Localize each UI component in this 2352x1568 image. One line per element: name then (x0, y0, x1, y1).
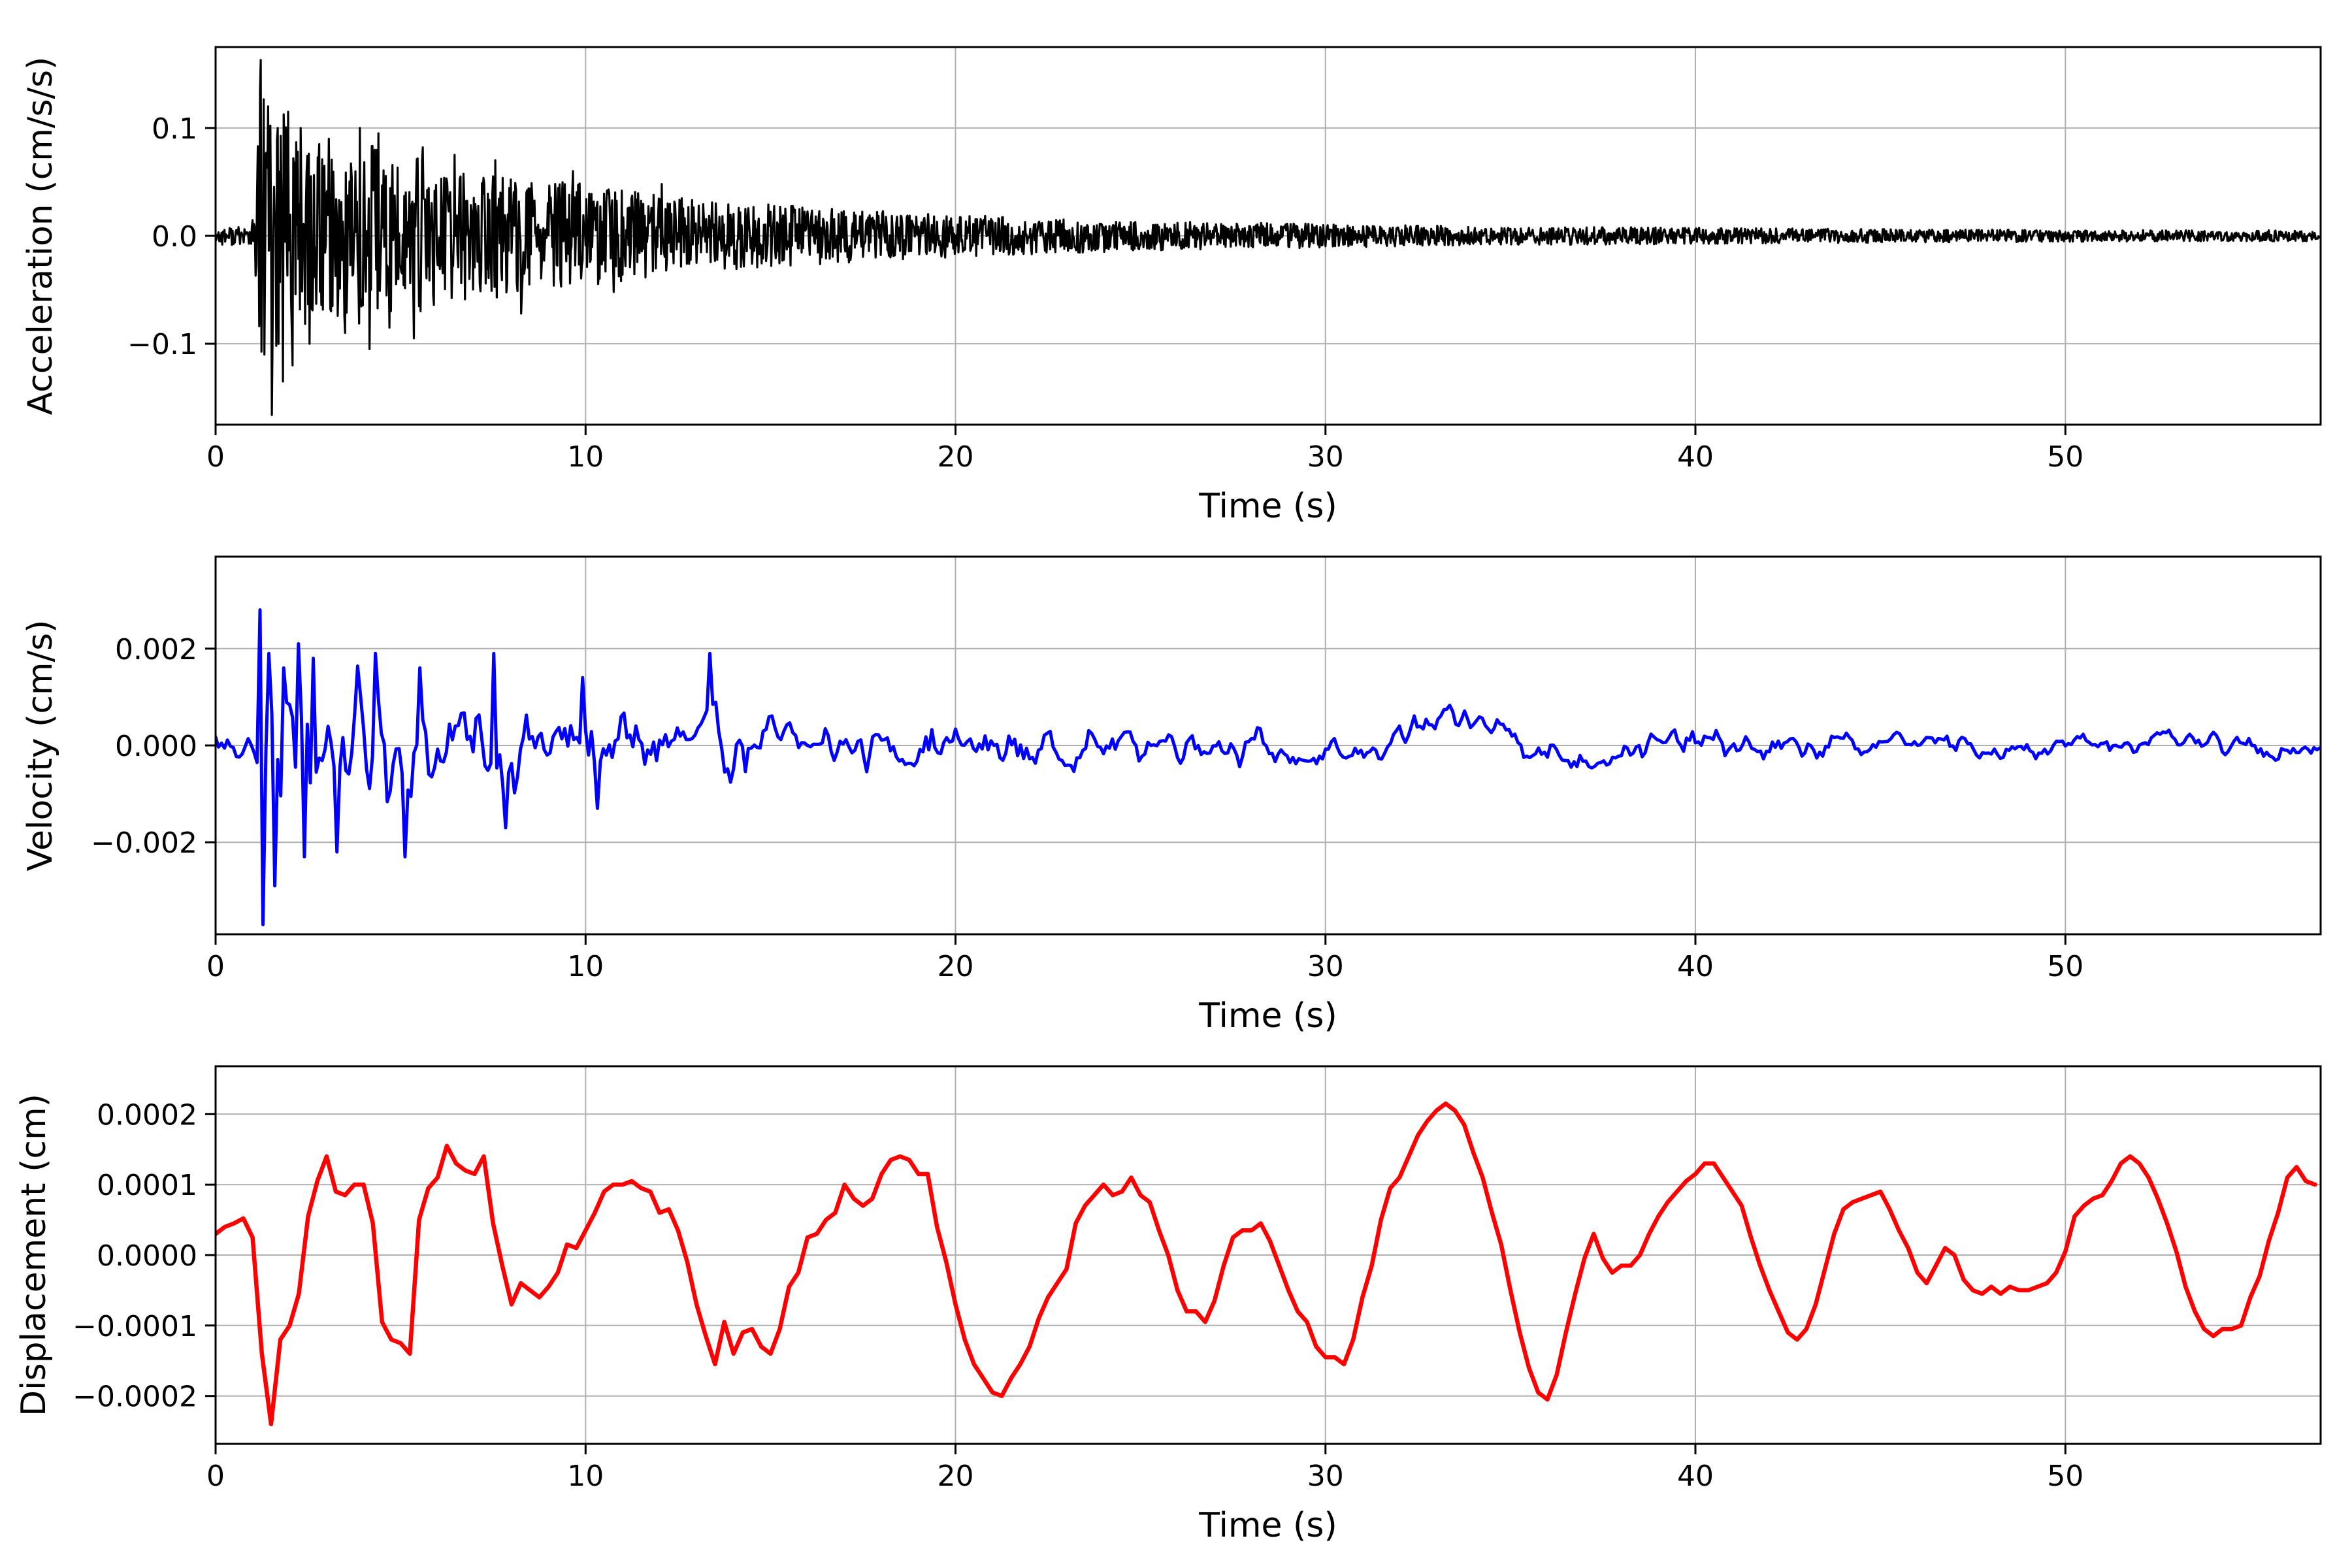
velocity-ylabel: Velocity (cm/s) (21, 619, 60, 872)
displacement-trace (216, 1101, 2317, 1427)
velocity-xtick-label: 10 (567, 950, 604, 983)
velocity-xtick-label: 50 (2047, 950, 2083, 983)
velocity-ytick-label: −0.002 (91, 826, 197, 860)
velocity-ytick-label: 0.000 (115, 730, 197, 763)
velocity-panel: 0 10 20 30 40 50 −0.002 0.000 0.002 (91, 555, 2322, 983)
acceleration-xtick-label: 0 (206, 440, 225, 474)
displacement-xtick-label: 20 (938, 1460, 974, 1493)
displacement-xlabel: Time (s) (1199, 1506, 1337, 1545)
acceleration-ytick-label: −0.1 (127, 328, 197, 361)
displacement-ytick-label: 0.0001 (97, 1169, 197, 1202)
displacement-ylabel: Displacement (cm) (14, 1094, 54, 1416)
acceleration-xtick-label: 30 (1307, 440, 1344, 474)
displacement-xtick-label: 40 (1677, 1460, 1714, 1493)
velocity-xlabel: Time (s) (1199, 996, 1337, 1036)
acceleration-xlabel: Time (s) (1199, 487, 1337, 526)
acceleration-xtick-label: 20 (938, 440, 974, 474)
displacement-xtick-label: 0 (206, 1460, 225, 1493)
velocity-xtick-label: 40 (1677, 950, 1714, 983)
acceleration-panel: 0 10 20 30 40 50 −0.1 0.0 0.1 (127, 46, 2322, 474)
acceleration-xtick-label: 50 (2047, 440, 2083, 474)
displacement-xtick-label: 50 (2047, 1460, 2083, 1493)
acceleration-trace (216, 59, 2321, 416)
acceleration-xtick-label: 10 (567, 440, 604, 474)
acceleration-ytick-label: 0.0 (152, 220, 197, 253)
displacement-ytick-label: 0.0000 (97, 1239, 197, 1273)
displacement-panel: 0 10 20 30 40 50 −0.0002 −0.0001 0.0000 0.0001 0.0… (73, 1065, 2322, 1493)
acceleration-ylabel: Acceleration (cm/s/s) (21, 56, 60, 416)
acceleration-ytick-label: 0.1 (152, 112, 197, 146)
displacement-ytick-label: 0.0002 (97, 1098, 197, 1132)
displacement-xtick-label: 30 (1307, 1460, 1344, 1493)
acceleration-xtick-label: 40 (1677, 440, 1714, 474)
displacement-ytick-label: −0.0002 (73, 1380, 197, 1414)
velocity-trace (216, 608, 2321, 926)
velocity-xtick-label: 20 (938, 950, 974, 983)
velocity-ytick-label: 0.002 (115, 633, 197, 666)
displacement-ytick-label: −0.0001 (73, 1310, 197, 1343)
displacement-xtick-label: 10 (567, 1460, 604, 1493)
velocity-xtick-label: 0 (206, 950, 225, 983)
velocity-xtick-label: 30 (1307, 950, 1344, 983)
